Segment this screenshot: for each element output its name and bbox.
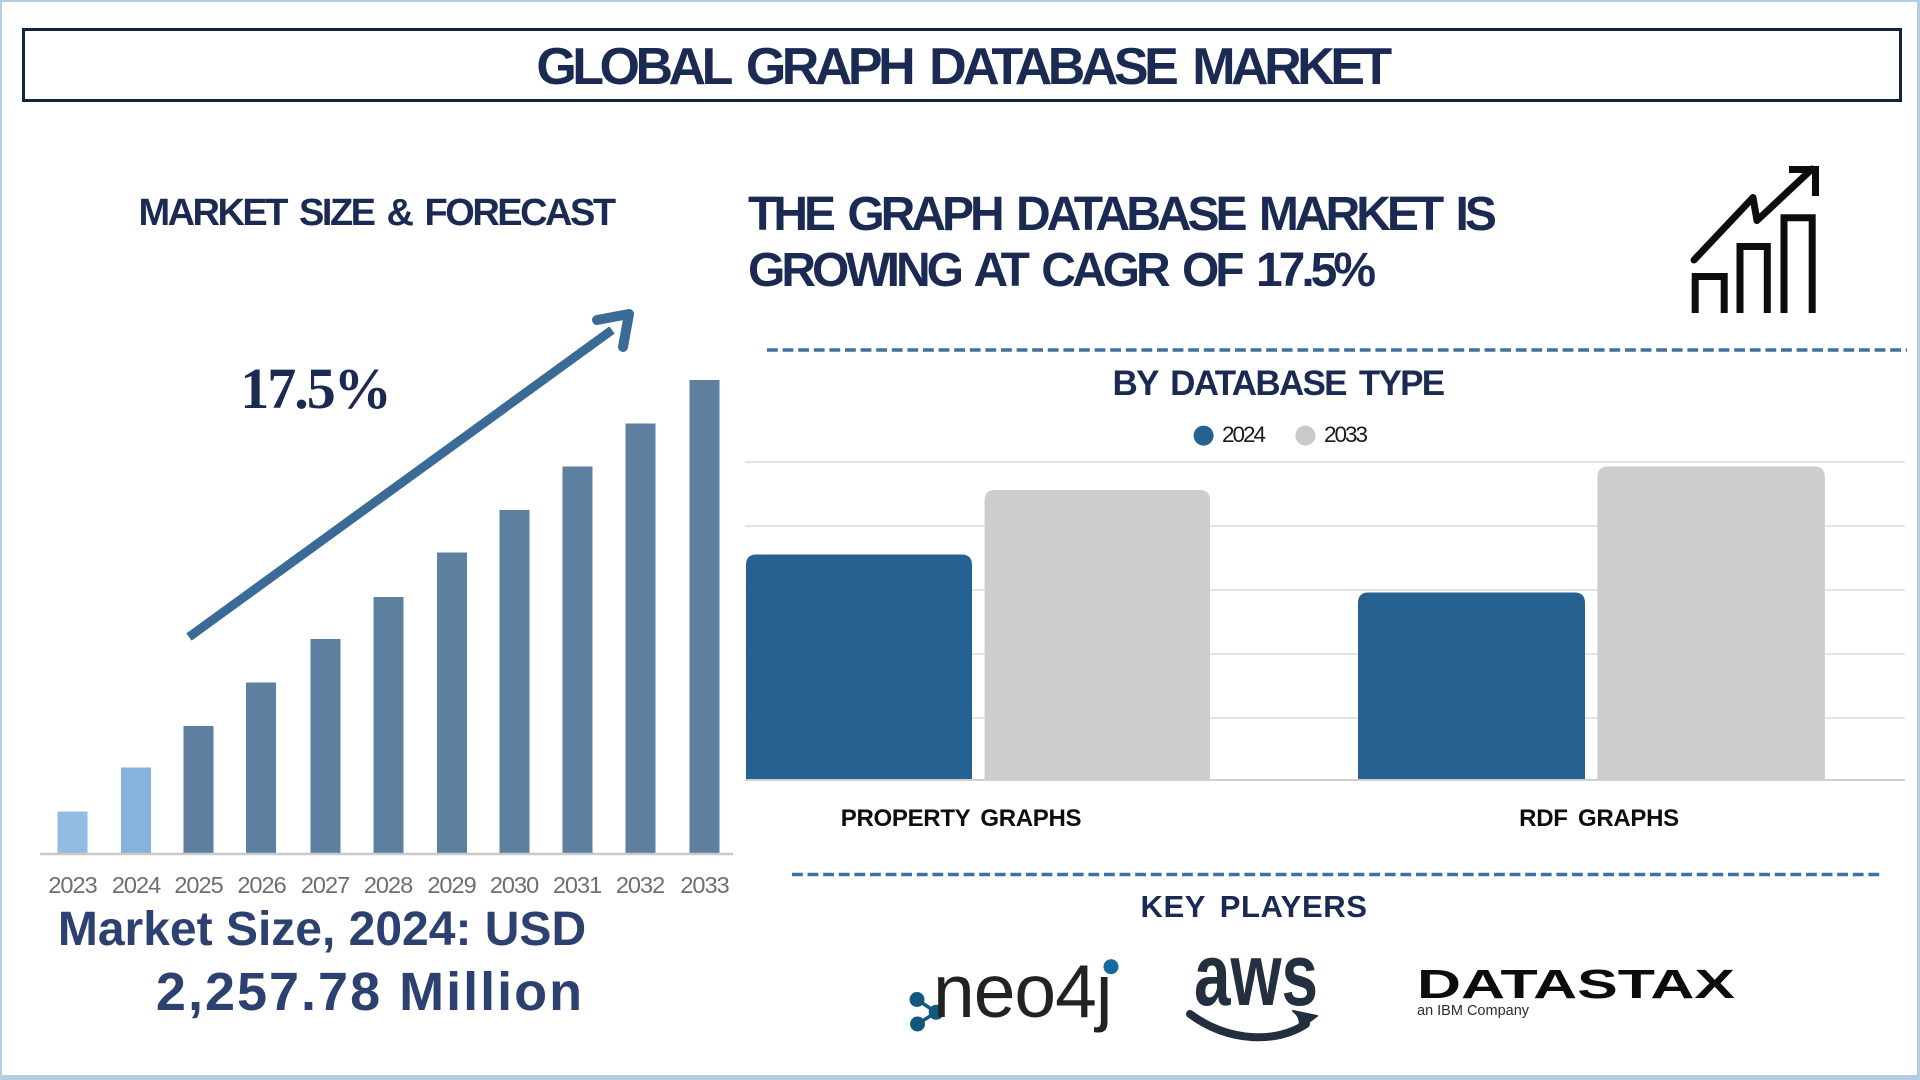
svg-text:aws: aws <box>1194 925 1318 1024</box>
svg-text:2033: 2033 <box>680 872 729 898</box>
svg-text:2027: 2027 <box>301 872 349 898</box>
svg-text:2031: 2031 <box>553 872 601 898</box>
svg-text:2032: 2032 <box>616 872 664 898</box>
svg-text:2023: 2023 <box>48 872 97 898</box>
svg-text:2024: 2024 <box>112 872 161 898</box>
svg-text:neo4ȷ: neo4ȷ <box>933 949 1112 1033</box>
svg-text:2030: 2030 <box>490 872 539 898</box>
svg-text:DATASTAX: DATASTAX <box>1417 961 1735 1007</box>
svg-text:2026: 2026 <box>237 872 286 898</box>
svg-text:2029: 2029 <box>427 872 475 898</box>
svg-text:2028: 2028 <box>364 872 413 898</box>
svg-text:2025: 2025 <box>174 872 223 898</box>
